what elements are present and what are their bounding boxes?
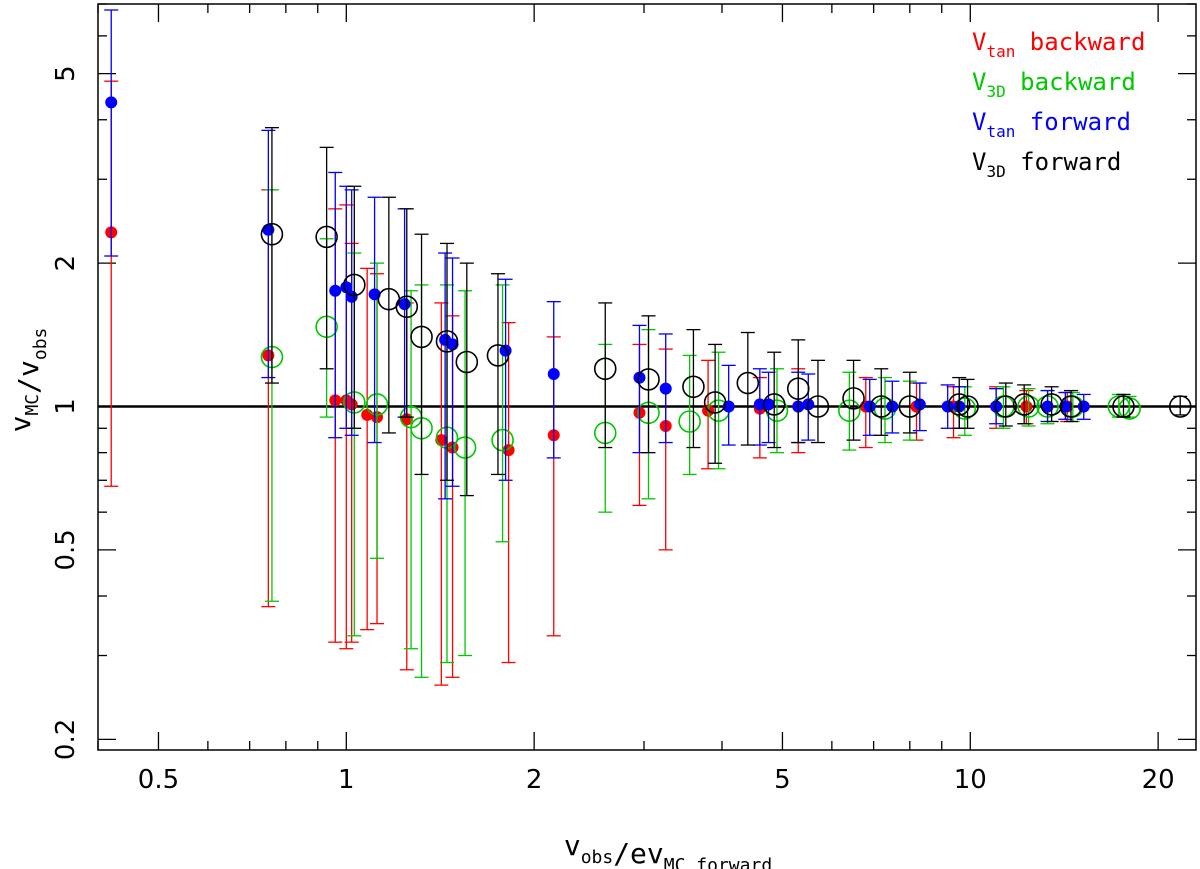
data-point bbox=[435, 330, 459, 353]
x-tick-label: 2 bbox=[526, 765, 543, 795]
data-point bbox=[453, 436, 477, 459]
series-layer bbox=[104, 9, 1192, 686]
data-point bbox=[838, 399, 861, 422]
data-point bbox=[703, 391, 727, 414]
data-point bbox=[1040, 393, 1063, 416]
x-tick-label: 1 bbox=[338, 765, 355, 795]
data-point bbox=[869, 395, 893, 418]
data-point bbox=[329, 284, 342, 297]
data-point bbox=[762, 393, 786, 416]
data-point bbox=[361, 408, 374, 421]
y-tick-label: 2 bbox=[51, 255, 81, 272]
data-point bbox=[593, 357, 617, 381]
data-point bbox=[1168, 395, 1192, 418]
data-point bbox=[678, 410, 701, 433]
y-tick-label: 0.2 bbox=[51, 719, 81, 760]
legend: Vtan backward V3D backward Vtan forward V3D… bbox=[972, 28, 1145, 181]
y-axis-title: vMC/vobs bbox=[4, 328, 51, 433]
data-point bbox=[400, 413, 413, 426]
data-point bbox=[1012, 393, 1036, 416]
data-point bbox=[105, 96, 118, 109]
data-point bbox=[786, 377, 810, 400]
data-point bbox=[990, 400, 1003, 413]
series-1 bbox=[260, 189, 1141, 678]
data-point bbox=[499, 344, 512, 357]
data-point bbox=[736, 371, 760, 395]
data-point bbox=[1041, 400, 1054, 413]
data-point bbox=[365, 393, 389, 416]
x-tick-label: 20 bbox=[1142, 765, 1175, 795]
data-point bbox=[455, 350, 479, 374]
series-0 bbox=[104, 80, 1075, 686]
data-point bbox=[395, 295, 419, 319]
legend-entry-3: V3D forward bbox=[972, 148, 1121, 181]
data-point bbox=[762, 398, 775, 411]
data-point bbox=[315, 225, 338, 249]
data-point bbox=[947, 393, 971, 416]
data-point bbox=[941, 400, 954, 413]
legend-entry-2: Vtan forward bbox=[972, 108, 1131, 141]
data-point bbox=[633, 371, 646, 384]
data-point bbox=[842, 387, 865, 410]
data-point bbox=[1017, 395, 1040, 418]
x-tick-label: 0.5 bbox=[138, 765, 179, 795]
data-point bbox=[898, 395, 922, 418]
axis-ticks: 0.5 1 2 5 10 20 0.2 0.5 1 2 5 bbox=[51, 3, 1196, 795]
data-point bbox=[398, 298, 411, 311]
x-axis-title: vobs/evMC forward bbox=[564, 829, 772, 869]
data-point bbox=[659, 382, 672, 395]
data-point bbox=[1059, 395, 1083, 418]
data-point bbox=[547, 368, 560, 381]
data-point bbox=[1077, 400, 1090, 413]
data-point bbox=[682, 375, 705, 399]
legend-entry-1: V3D backward bbox=[972, 68, 1136, 101]
data-point bbox=[806, 395, 830, 418]
data-point bbox=[863, 400, 876, 413]
data-point bbox=[410, 325, 433, 349]
data-point bbox=[491, 428, 514, 452]
data-point bbox=[753, 398, 766, 411]
data-point bbox=[637, 368, 660, 391]
y-tick-label: 1 bbox=[51, 398, 81, 415]
data-point bbox=[486, 344, 510, 367]
data-point bbox=[956, 395, 979, 418]
data-point bbox=[343, 273, 366, 297]
data-point bbox=[368, 288, 381, 301]
y-tick-label: 0.5 bbox=[51, 529, 81, 570]
legend-entry-0: Vtan backward bbox=[972, 28, 1145, 61]
x-tick-label: 10 bbox=[954, 765, 987, 795]
y-tick-label: 5 bbox=[51, 65, 81, 82]
series-3 bbox=[260, 127, 1192, 497]
data-point bbox=[1112, 395, 1135, 418]
x-tick-label: 5 bbox=[774, 765, 791, 795]
data-point bbox=[1020, 400, 1033, 413]
plot-frame bbox=[97, 3, 1197, 751]
data-point bbox=[260, 222, 284, 246]
data-point bbox=[994, 395, 1018, 418]
